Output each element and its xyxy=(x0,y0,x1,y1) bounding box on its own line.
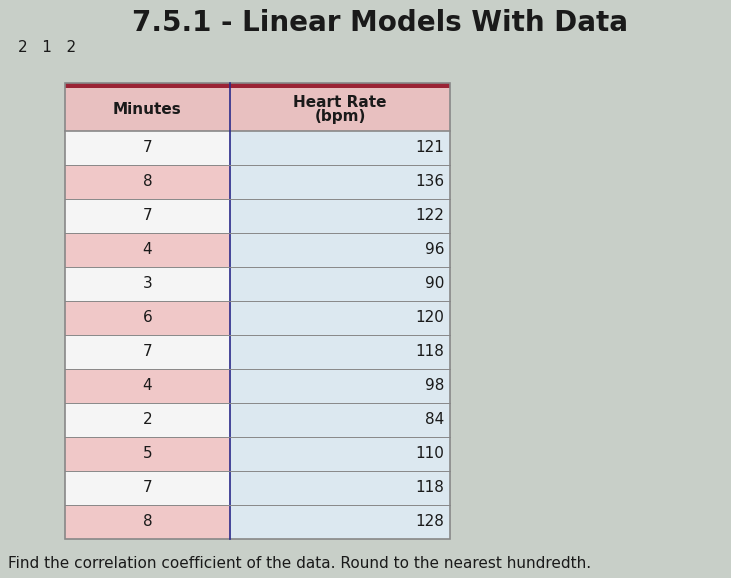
Bar xyxy=(230,437,450,471)
Bar xyxy=(230,505,450,539)
Text: 2: 2 xyxy=(143,413,152,428)
Text: 7.5.1 - Linear Models With Data: 7.5.1 - Linear Models With Data xyxy=(132,9,628,37)
Bar xyxy=(65,165,230,199)
Bar xyxy=(65,403,230,437)
Bar xyxy=(230,88,450,131)
Bar xyxy=(230,165,450,199)
Text: 4: 4 xyxy=(143,243,152,258)
Text: (bpm): (bpm) xyxy=(314,109,366,124)
Text: 84: 84 xyxy=(425,413,444,428)
Bar xyxy=(65,369,230,403)
Text: 128: 128 xyxy=(415,514,444,529)
Text: 96: 96 xyxy=(425,243,444,258)
Text: 7: 7 xyxy=(143,209,152,224)
Bar xyxy=(65,437,230,471)
Bar xyxy=(65,471,230,505)
Text: 6: 6 xyxy=(143,310,152,325)
Bar xyxy=(230,131,450,165)
Text: Find the correlation coefficient of the data. Round to the nearest hundredth.: Find the correlation coefficient of the … xyxy=(8,555,591,570)
Text: 90: 90 xyxy=(425,276,444,291)
Bar xyxy=(230,199,450,233)
Bar xyxy=(65,131,230,165)
Bar xyxy=(230,301,450,335)
Bar xyxy=(65,88,230,131)
Text: 136: 136 xyxy=(415,175,444,190)
Text: 118: 118 xyxy=(415,480,444,495)
Bar xyxy=(65,199,230,233)
Bar xyxy=(65,301,230,335)
Text: 5: 5 xyxy=(143,446,152,461)
Bar xyxy=(65,267,230,301)
Bar xyxy=(230,403,450,437)
Text: 8: 8 xyxy=(143,175,152,190)
Text: 3: 3 xyxy=(143,276,152,291)
Bar xyxy=(230,369,450,403)
Bar xyxy=(230,471,450,505)
Text: 120: 120 xyxy=(415,310,444,325)
Text: 2   1   2: 2 1 2 xyxy=(18,40,76,55)
Text: 122: 122 xyxy=(415,209,444,224)
Text: 110: 110 xyxy=(415,446,444,461)
Bar xyxy=(230,233,450,267)
Bar xyxy=(230,335,450,369)
Text: 98: 98 xyxy=(425,379,444,394)
Bar xyxy=(65,335,230,369)
Bar xyxy=(65,233,230,267)
Text: 7: 7 xyxy=(143,344,152,360)
Bar xyxy=(65,83,450,539)
Text: 118: 118 xyxy=(415,344,444,360)
Text: Minutes: Minutes xyxy=(113,102,182,117)
Text: 7: 7 xyxy=(143,140,152,155)
Text: 7: 7 xyxy=(143,480,152,495)
Bar xyxy=(230,267,450,301)
Text: Heart Rate: Heart Rate xyxy=(293,95,387,110)
Bar xyxy=(65,83,450,88)
Text: 4: 4 xyxy=(143,379,152,394)
Bar xyxy=(65,505,230,539)
Text: 121: 121 xyxy=(415,140,444,155)
Text: 8: 8 xyxy=(143,514,152,529)
